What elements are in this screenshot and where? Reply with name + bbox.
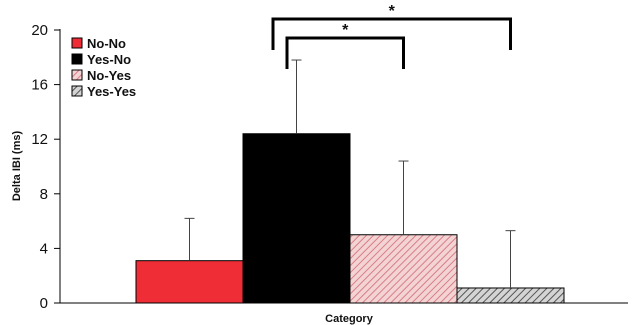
legend-label-no-no: No-No <box>87 36 126 51</box>
y-tick-label: 20 <box>31 22 48 39</box>
legend-swatch-yes-no <box>71 53 83 65</box>
significance-star: * <box>389 3 396 20</box>
y-tick-label: 16 <box>31 77 48 94</box>
y-tick-label: 4 <box>40 240 48 257</box>
legend-swatch-no-no <box>71 37 83 49</box>
bar-no-no <box>135 260 244 304</box>
y-tick-label: 8 <box>40 186 48 203</box>
y-tick-label: 0 <box>40 295 48 312</box>
bar-yes-yes <box>456 287 565 304</box>
legend-swatch-no-yes <box>71 69 83 81</box>
legend-label-yes-yes: Yes-Yes <box>87 84 136 99</box>
bar-no-yes <box>349 234 458 304</box>
legend-label-no-yes: No-Yes <box>87 68 131 83</box>
significance-star: * <box>342 22 349 39</box>
legend-swatch-yes-yes <box>71 85 83 97</box>
y-tick-label: 12 <box>31 131 48 148</box>
significance-bracket <box>285 36 405 69</box>
legend-label-yes-no: Yes-No <box>87 52 131 67</box>
bar-yes-no <box>242 133 351 304</box>
x-axis-title: Category <box>325 313 374 325</box>
significance-bracket <box>271 17 512 50</box>
y-axis-title: Delta IBI (ms) <box>11 131 23 202</box>
